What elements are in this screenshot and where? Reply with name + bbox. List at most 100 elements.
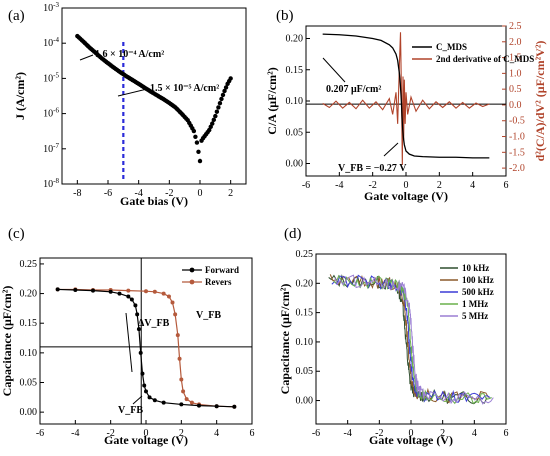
x-tick-label: 0 bbox=[198, 188, 203, 199]
data-point bbox=[191, 128, 197, 134]
x-tick-label: 0 bbox=[404, 180, 409, 191]
y-tick-label: 0.20 bbox=[286, 34, 304, 45]
series-line bbox=[334, 274, 494, 405]
data-point bbox=[214, 109, 220, 114]
legend-marker bbox=[189, 279, 195, 285]
data-point bbox=[228, 76, 233, 81]
x-tick-label: -2 bbox=[368, 180, 376, 191]
data-point bbox=[222, 88, 227, 94]
y-axis-title: C/A (μF/cm²) bbox=[265, 67, 279, 134]
axis-ticks: -8 -6 -4 -2 0 2 10-8 10-7 10-6 10-5 10-4 10-3 bbox=[43, 1, 233, 199]
data-point bbox=[179, 402, 184, 407]
y2-tick-label: 1.0 bbox=[509, 68, 522, 79]
annotation-arrow bbox=[125, 312, 133, 373]
annotation: 1.6 × 10⁻⁴ A/cm² bbox=[95, 49, 164, 60]
y-tick-label: 0.15 bbox=[296, 308, 314, 319]
data-marks bbox=[75, 33, 233, 182]
y-tick-label: 0.15 bbox=[20, 318, 38, 329]
y-tick-label: 0.20 bbox=[296, 278, 314, 289]
panel-label-b: (b) bbox=[276, 8, 294, 24]
data-point bbox=[133, 303, 138, 308]
annotations: 0.207 μF/cm² V_FB = −0.27 V bbox=[322, 57, 407, 174]
y-tick-label: 0.10 bbox=[20, 348, 38, 359]
legend: C_MDS 2nd derivative of C_MDS bbox=[412, 42, 534, 64]
annotation-arrow bbox=[383, 142, 399, 157]
data-point bbox=[152, 398, 157, 403]
panel-label-c: (c) bbox=[8, 226, 25, 242]
legend-label: 10 kHz bbox=[462, 263, 489, 273]
y-axis-title: Capacitance (μF/cm²) bbox=[0, 286, 14, 397]
data-point bbox=[216, 105, 221, 110]
data-point bbox=[213, 113, 218, 119]
y-tick-label: 0.25 bbox=[20, 259, 38, 270]
legend-marker bbox=[189, 267, 195, 273]
x-tick-label: 4 bbox=[214, 428, 219, 439]
data-point bbox=[140, 371, 145, 376]
y-tick-label: 10-5 bbox=[43, 71, 59, 84]
data-point bbox=[219, 96, 224, 102]
annotation-arrow bbox=[79, 54, 94, 61]
legend-label: Forward bbox=[205, 265, 239, 275]
y-tick-label: 0.25 bbox=[296, 249, 314, 260]
y-tick-label: 10-8 bbox=[43, 177, 59, 190]
x-tick-label: 2 bbox=[179, 428, 184, 439]
series-line-derivative bbox=[322, 32, 490, 165]
y-tick-label: 0.05 bbox=[20, 378, 38, 389]
x-tick-label: -6 bbox=[312, 428, 320, 439]
y2-axis-title: d²(C/A)/dV² (μF/cm²V²) bbox=[533, 41, 547, 162]
x-tick-label: -6 bbox=[302, 180, 310, 191]
panel-label-a: (a) bbox=[8, 8, 25, 24]
y-tick-label: 0.10 bbox=[286, 96, 304, 107]
data-point bbox=[194, 140, 200, 145]
legend: 10 kHz 100 kHz 500 kHz 1 MHz 5 MHz bbox=[440, 263, 494, 321]
x-tick-label: 6 bbox=[504, 180, 509, 191]
y-tick-label: 0.00 bbox=[20, 407, 38, 418]
annotation: V_FB bbox=[196, 310, 221, 321]
y2-tick-label: 0.0 bbox=[509, 100, 522, 111]
x-tick-label: 2 bbox=[437, 180, 442, 191]
y-axis-title: Capacitance (μF/cm²) bbox=[278, 284, 292, 395]
data-point bbox=[189, 400, 194, 405]
y-tick-label: 0.00 bbox=[286, 159, 304, 170]
legend: Forward Revers bbox=[182, 265, 239, 287]
panel-c: (c) -6 -4 -2 0 2 4 6 0.00 0.05 0.10 0.15 0.20 0.25 F… bbox=[0, 226, 255, 447]
legend-label: 5 MHz bbox=[462, 311, 488, 321]
y-tick-label: 0.05 bbox=[296, 366, 314, 377]
x-axis-title: Gate voltage (V) bbox=[104, 433, 188, 447]
data-point bbox=[223, 85, 229, 90]
legend-label: C_MDS bbox=[436, 42, 467, 52]
data-point bbox=[232, 404, 237, 409]
x-tick-label: 4 bbox=[470, 180, 475, 191]
annotation: V_FB = −0.27 V bbox=[338, 163, 407, 174]
x-axis-title: Gate voltage (V) bbox=[364, 189, 448, 203]
x-tick-label: 6 bbox=[250, 428, 255, 439]
y-tick-label: 0.20 bbox=[20, 289, 38, 300]
axis-ticks: -6 -4 -2 0 2 4 6 0.00 0.05 0.10 0.15 0.20 0.25 bbox=[296, 249, 509, 439]
y-tick-label: 0.05 bbox=[286, 127, 304, 138]
x-tick-label: -2 bbox=[165, 188, 173, 199]
data-point bbox=[91, 288, 95, 293]
y2-tick-label: 2.5 bbox=[509, 21, 522, 32]
panel-b: (b) -6 -4 -2 0 2 4 6 0.00 0.05 0.10 0.15 0.20 -2.0 -1… bbox=[265, 8, 547, 203]
annotation-arrow bbox=[132, 395, 143, 405]
axis-ticks: -6 -4 -2 0 2 4 6 0.00 0.05 0.10 0.15 0.20 0.25 bbox=[20, 259, 255, 439]
x-axis-title: Gate voltage (V) bbox=[369, 433, 453, 447]
series-line bbox=[57, 288, 235, 408]
x-tick-label: -4 bbox=[134, 188, 142, 199]
data-point bbox=[144, 389, 148, 394]
y2-tick-label: 1.5 bbox=[509, 53, 522, 64]
x-tick-label: 2 bbox=[440, 428, 445, 439]
x-tick-label: -4 bbox=[71, 428, 79, 439]
data-point bbox=[193, 134, 198, 140]
data-marks bbox=[306, 32, 506, 165]
annotation: 0.207 μF/cm² bbox=[326, 84, 381, 95]
x-tick-label: 0 bbox=[144, 428, 149, 439]
data-point bbox=[217, 100, 223, 106]
data-point bbox=[161, 400, 166, 405]
y-tick-label: 0.10 bbox=[296, 337, 314, 348]
y-tick-label: 10-3 bbox=[43, 1, 59, 14]
y-tick-label: 10-4 bbox=[43, 36, 59, 49]
data-point bbox=[197, 158, 203, 164]
x-tick-label: 6 bbox=[504, 428, 509, 439]
